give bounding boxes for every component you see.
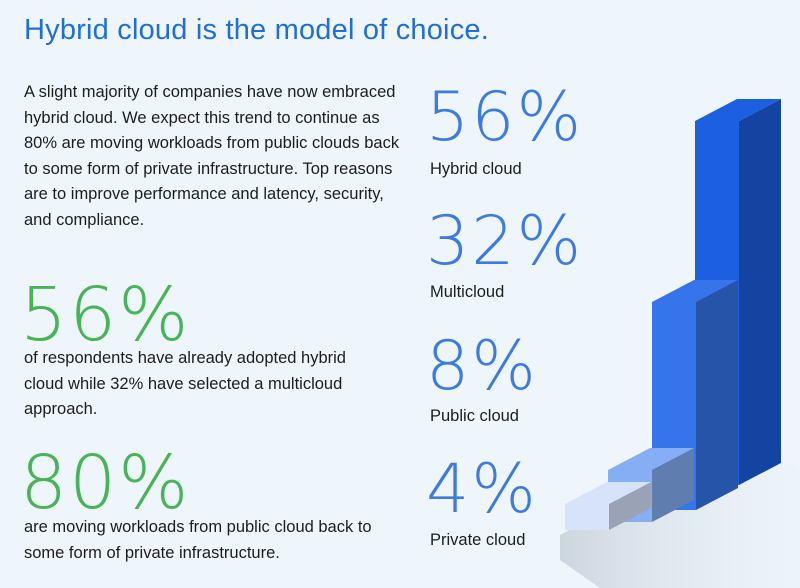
bar-top-multicloud [652,280,738,302]
legend-label-multicloud: Multicloud [430,283,505,301]
stat-workloads-value: 80% [20,440,191,526]
bar-side-public-cloud [652,448,694,522]
bar-side-hybrid-cloud [739,99,781,485]
legend-value-multicloud: 32% [426,202,584,281]
legend-label-public: Public cloud [430,407,519,425]
legend-value-hybrid: 56% [426,78,584,157]
page-title: Hybrid cloud is the model of choice. [24,14,489,46]
stat-workloads-description: are moving workloads from public cloud b… [24,518,372,562]
legend-value-public: 8% [426,327,538,406]
legend-value-private: 4% [426,450,538,529]
bar-top-public-cloud [608,448,694,470]
bar-top-private-cloud [565,482,651,504]
bar-side-private-cloud [609,482,651,530]
legend-label-private: Private cloud [430,531,526,549]
legend-label-hybrid: Hybrid cloud [430,160,522,178]
bar-front-private-cloud [565,504,609,530]
stat-hybrid-value: 56% [20,272,191,358]
stat-hybrid-description: of respondents have already adopted hybr… [24,349,346,418]
bar-top-hybrid-cloud [695,99,781,121]
intro-paragraph: A slight majority of companies have now … [24,83,400,229]
bar-side-multicloud [696,280,738,510]
